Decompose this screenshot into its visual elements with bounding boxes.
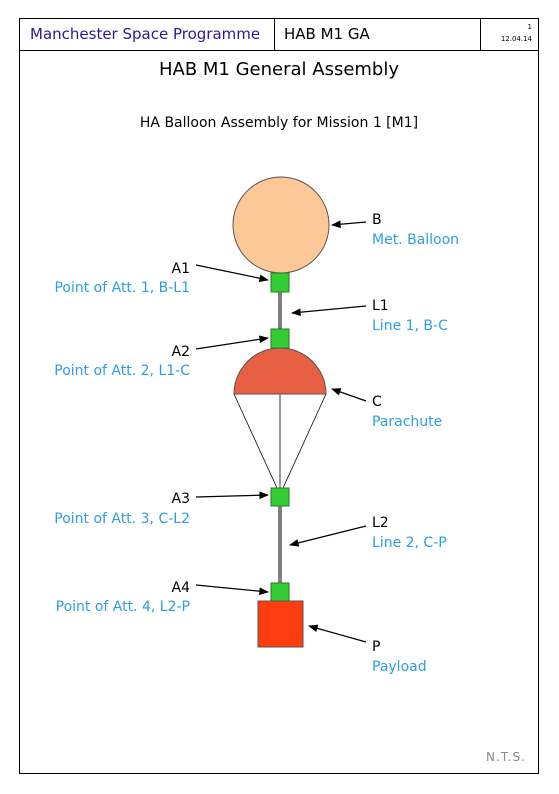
a4-code: A4 [172,580,191,596]
parachute-code: C [372,394,382,410]
leader-arrow-b [332,222,366,225]
parachute-shroud-lines [234,394,326,488]
a4-description: Point of Att. 4, L2-P [56,599,190,615]
balloon-description: Met. Balloon [372,232,459,248]
leader-arrow-a4 [196,585,268,592]
balloon-shape [233,177,329,273]
a1-code: A1 [172,261,190,277]
a2-description: Point of Att. 2, L1-C [54,363,190,379]
leader-arrow-p [309,626,366,642]
line-1-description: Line 1, B-C [372,318,448,334]
payload-description: Payload [372,659,427,675]
leader-arrow-a2 [196,338,268,349]
line-2-code: L2 [372,515,389,531]
leader-arrow-c [332,389,366,401]
leader-arrow-l1 [292,306,366,313]
a1-description: Point of Att. 1, B-L1 [54,280,190,296]
a3-description: Point of Att. 3, C-L2 [54,511,190,527]
a2-code: A2 [172,344,190,360]
leader-arrow-l2 [290,526,366,545]
parachute-description: Parachute [372,414,442,430]
attachment-point-a1 [271,273,289,292]
line-2-description: Line 2, C-P [372,535,447,551]
payload-code: P [372,639,380,655]
parachute-canopy [234,348,326,394]
leader-arrow-a3 [196,495,268,497]
line-1-code: L1 [372,298,389,314]
attachment-point-a2 [271,329,289,348]
payload-box [258,601,303,647]
a3-code: A3 [172,491,190,507]
balloon-code: B [372,212,382,228]
attachment-point-a3 [271,488,289,506]
attachment-point-a4 [271,583,289,601]
